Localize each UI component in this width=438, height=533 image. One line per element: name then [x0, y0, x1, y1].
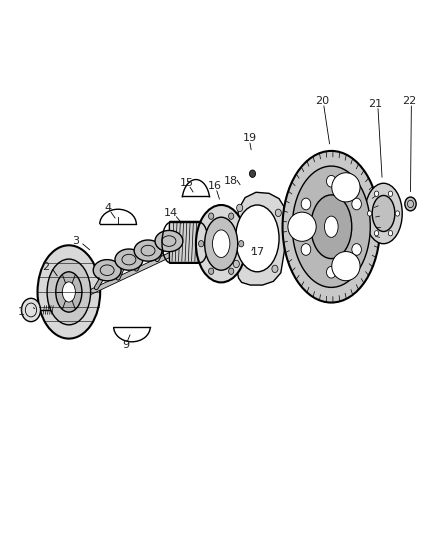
- Ellipse shape: [365, 183, 402, 244]
- Ellipse shape: [288, 212, 316, 241]
- Circle shape: [208, 213, 214, 220]
- Ellipse shape: [155, 230, 183, 252]
- Ellipse shape: [283, 151, 380, 303]
- Text: 20: 20: [315, 96, 330, 107]
- Circle shape: [198, 240, 204, 247]
- Circle shape: [21, 298, 41, 321]
- Text: 2: 2: [42, 262, 49, 271]
- Circle shape: [229, 268, 234, 274]
- Circle shape: [389, 191, 392, 196]
- Circle shape: [352, 198, 361, 210]
- Circle shape: [237, 204, 243, 212]
- Circle shape: [301, 244, 311, 255]
- Ellipse shape: [134, 240, 162, 261]
- Text: 9: 9: [122, 340, 129, 350]
- FancyBboxPatch shape: [170, 221, 201, 263]
- Ellipse shape: [236, 205, 279, 272]
- Ellipse shape: [325, 216, 338, 237]
- Circle shape: [275, 209, 281, 216]
- Ellipse shape: [196, 205, 247, 282]
- Ellipse shape: [332, 173, 360, 202]
- Circle shape: [374, 191, 379, 196]
- Text: 15: 15: [179, 178, 193, 188]
- Ellipse shape: [205, 217, 238, 270]
- Text: 19: 19: [242, 133, 257, 143]
- Text: 22: 22: [403, 96, 417, 107]
- Text: 18: 18: [223, 175, 238, 185]
- Ellipse shape: [212, 230, 230, 257]
- Circle shape: [208, 268, 214, 274]
- Ellipse shape: [56, 272, 82, 312]
- Ellipse shape: [115, 249, 143, 270]
- Circle shape: [352, 244, 361, 255]
- Circle shape: [326, 266, 336, 278]
- Circle shape: [374, 231, 379, 236]
- Text: 14: 14: [164, 208, 178, 217]
- Ellipse shape: [62, 282, 75, 302]
- Text: 1: 1: [18, 306, 25, 317]
- Ellipse shape: [332, 252, 360, 281]
- Text: 17: 17: [251, 247, 265, 257]
- Circle shape: [272, 265, 278, 272]
- Ellipse shape: [292, 166, 370, 287]
- Circle shape: [395, 211, 399, 216]
- Ellipse shape: [47, 259, 91, 325]
- Text: 21: 21: [368, 99, 382, 109]
- Ellipse shape: [372, 196, 395, 231]
- Circle shape: [233, 260, 239, 268]
- Polygon shape: [236, 192, 286, 285]
- Circle shape: [389, 231, 392, 236]
- Ellipse shape: [93, 260, 121, 281]
- Text: 16: 16: [208, 181, 222, 191]
- Text: 4: 4: [104, 204, 112, 214]
- Circle shape: [326, 175, 336, 187]
- Circle shape: [367, 211, 372, 216]
- Circle shape: [301, 198, 311, 210]
- Text: 3: 3: [72, 236, 79, 246]
- Ellipse shape: [38, 245, 100, 338]
- Circle shape: [250, 170, 255, 177]
- Circle shape: [239, 240, 244, 247]
- Circle shape: [229, 213, 234, 220]
- Ellipse shape: [311, 195, 352, 259]
- Circle shape: [405, 197, 416, 211]
